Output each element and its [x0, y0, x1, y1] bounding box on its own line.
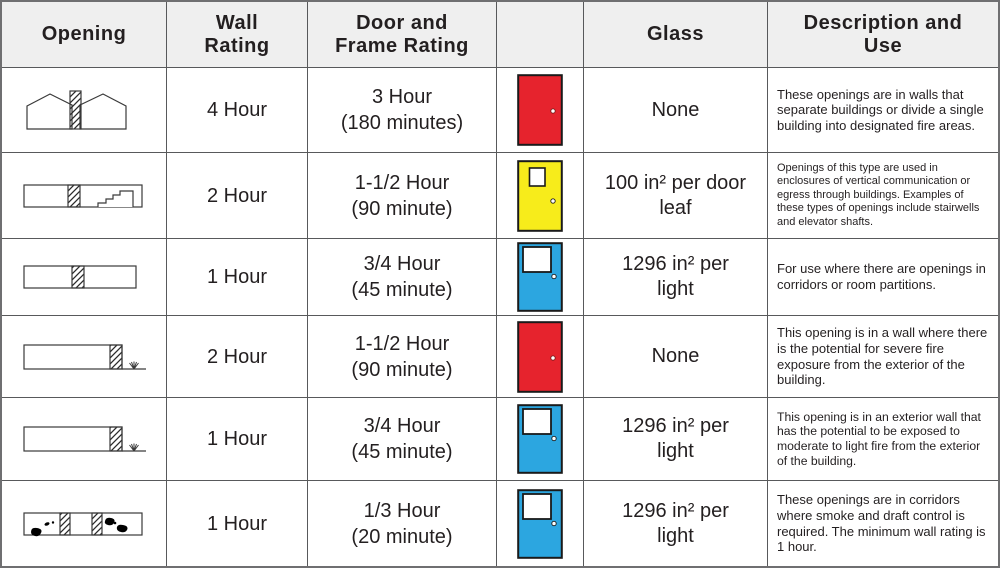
cell-door-frame-rating-row6: 1/3 Hour (20 minute) [308, 481, 497, 566]
corridor-partition-wall-diagram [23, 265, 137, 289]
cell-door-icon-row3 [497, 239, 584, 316]
cell-door-frame-rating-row4: 1-1/2 Hour (90 minute) [308, 316, 497, 398]
cell-door-frame-rating-row3: 3/4 Hour (45 minute) [308, 239, 497, 316]
cell-opening-row6 [2, 481, 167, 566]
header-glass: Glass [584, 2, 768, 68]
cell-wall-rating-row1: 4 Hour [167, 68, 308, 153]
cell-description-row6: These openings are in corridors where sm… [777, 492, 986, 555]
cell-description-row5: This opening is in an exterior wall that… [768, 398, 998, 481]
red-door-icon [517, 74, 563, 146]
cell-wall-rating-row3: 1 Hour [167, 239, 308, 316]
cell-opening-row1 [2, 68, 167, 153]
cell-glass-row2: 100 in² per door leaf [584, 153, 768, 239]
cell-opening-row3 [2, 239, 167, 316]
cell-opening-row4 [2, 316, 167, 398]
cell-door-icon-row5 [497, 398, 584, 481]
cell-glass-row4: None [584, 316, 768, 398]
wall-with-stairwell-diagram [23, 183, 143, 208]
header-door-icon-column [497, 2, 584, 68]
cell-glass-row6: 1296 in² per light [584, 481, 768, 566]
cell-door-icon-row2 [497, 153, 584, 239]
cell-wall-rating-row2: 2 Hour [167, 153, 308, 239]
blue-door-large-window-icon [517, 242, 563, 312]
red-door-icon [517, 320, 563, 393]
exterior-wall-moderate-exposure-diagram [23, 426, 146, 452]
cell-glass-row3: 1296 in² per light [584, 239, 768, 316]
header-description: Description and Use [768, 2, 998, 68]
yellow-door-small-window-icon [517, 159, 563, 232]
two-buildings-fire-wall-diagram [26, 90, 127, 130]
cell-description-row1: These openings are in walls that separat… [768, 68, 998, 153]
exterior-wall-severe-exposure-diagram [23, 343, 146, 370]
cell-door-icon-row6 [497, 481, 584, 566]
cell-description-row3: For use where there are openings in corr… [768, 239, 998, 316]
cell-wall-rating-row4: 2 Hour [167, 316, 308, 398]
cell-door-icon-row4 [497, 316, 584, 398]
cell-description-row4: This opening is in a wall where there is… [768, 316, 998, 398]
header-door-frame-rating: Door and Frame Rating [308, 2, 497, 68]
header-wall-rating: Wall Rating [167, 2, 308, 68]
cell-door-frame-rating-row2: 1-1/2 Hour (90 minute) [308, 153, 497, 239]
smoke-draft-corridor-diagram [23, 511, 143, 536]
cell-wall-rating-row6: 1 Hour [167, 481, 308, 566]
header-opening: Opening [2, 2, 167, 68]
cell-description-row2: Openings of this type are used in enclos… [768, 153, 998, 239]
cell-door-frame-rating-row5: 3/4 Hour (45 minute) [308, 398, 497, 481]
cell-opening-row5 [2, 398, 167, 481]
cell-door-frame-rating-row1: 3 Hour (180 minutes) [308, 68, 497, 153]
cell-glass-row5: 1296 in² per light [584, 398, 768, 481]
cell-glass-row1: None [584, 68, 768, 153]
cell-opening-row2 [2, 153, 167, 239]
cell-door-icon-row1 [497, 68, 584, 153]
blue-door-large-window-icon [517, 488, 563, 559]
blue-door-large-window-icon [517, 404, 563, 474]
cell-wall-rating-row5: 1 Hour [167, 398, 308, 481]
